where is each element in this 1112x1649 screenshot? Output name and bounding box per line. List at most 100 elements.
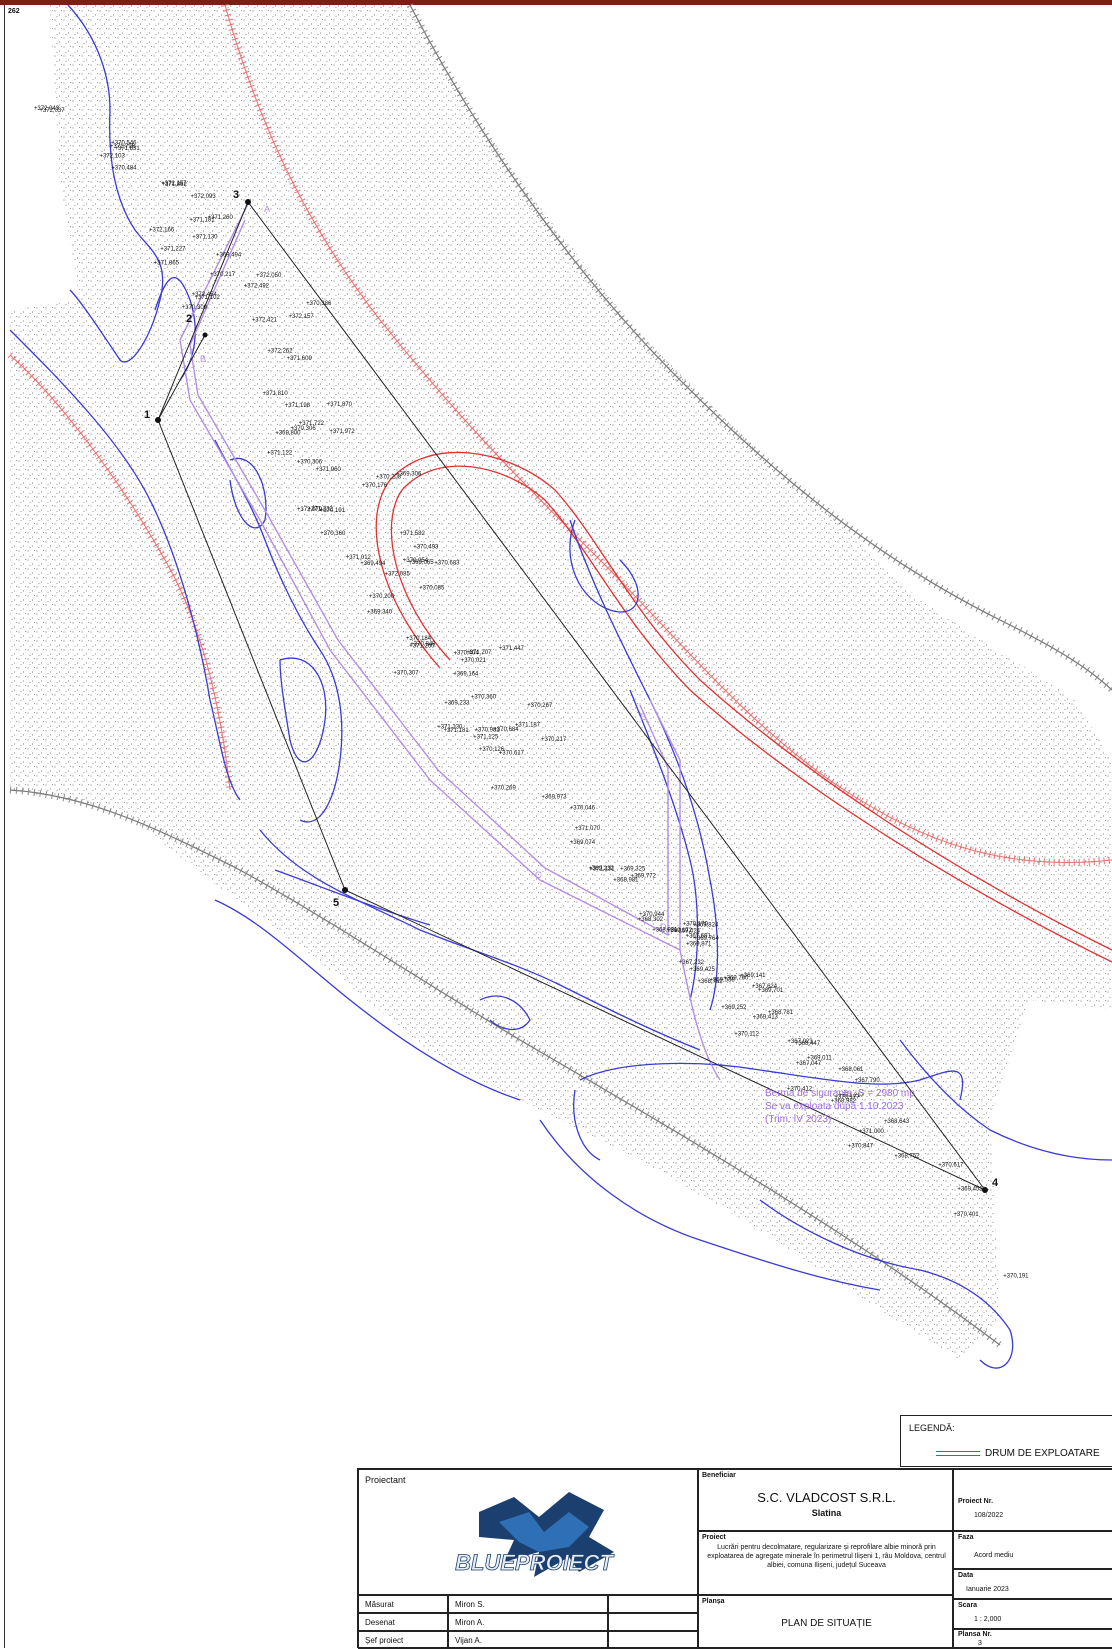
elevation-label: +369,538 xyxy=(710,977,736,983)
beneficiar-cell: Beneficiar S.C. VLADCOST S.R.L. Slatina xyxy=(698,1469,953,1531)
role-label-3: Șef proiect xyxy=(365,1636,404,1645)
elevation-label: +370,126 xyxy=(479,747,505,753)
elevation-label: +371,870 xyxy=(327,402,353,408)
elevation-label: +369,760 xyxy=(723,975,749,981)
red-slope-upper xyxy=(224,4,1112,863)
survey-point-labels: 1 2 3 4 5 xyxy=(144,189,999,1189)
elevation-label: +369,233 xyxy=(444,701,470,707)
elevation-labels: +370,546 +372,043 +371,831 +372,037 +372,157… xyxy=(34,106,1029,1279)
elevation-label: +371,865 xyxy=(154,260,180,266)
elevation-label: +369,141 xyxy=(740,973,766,979)
gravel-area xyxy=(10,5,1112,1360)
elevation-label: +371,582 xyxy=(400,531,426,537)
elevation-label: +370,546 xyxy=(111,141,137,147)
elevation-label: +368,752 xyxy=(894,1154,920,1160)
logo-text: BLUEPROIECT xyxy=(455,1550,614,1575)
elevation-label: +371,125 xyxy=(473,735,499,741)
elevation-label: +370,360 xyxy=(320,531,346,537)
scara-cell: Scara 1 : 2,000 xyxy=(953,1599,1112,1629)
title-block: Proiectant BLUEPROIECT Măsurat Miron S. … xyxy=(357,1468,1112,1649)
survey-points xyxy=(155,199,988,1193)
elevation-label: +370,217 xyxy=(541,737,567,743)
faza-cell: Faza Acord mediu xyxy=(953,1531,1112,1569)
beneficiar-name: S.C. VLADCOST S.R.L. xyxy=(757,1490,896,1505)
elevation-label: +370,200 xyxy=(369,594,395,600)
faza-label: Faza xyxy=(958,1534,974,1541)
elevation-label: +370,085 xyxy=(419,586,445,592)
elevation-label: +371,260 xyxy=(409,643,435,649)
elevation-label: +370,617 xyxy=(938,1162,964,1168)
elevation-label: +372,079 xyxy=(297,507,323,513)
role-name-3: Vijan A. xyxy=(455,1636,482,1645)
elevation-label: +372,166 xyxy=(149,227,175,233)
signature-1 xyxy=(608,1595,698,1613)
annotation-line-3: (Trim. IV 2023) xyxy=(765,1114,831,1125)
elevation-label: +372,157 xyxy=(161,181,187,187)
elevation-label: +370,309 xyxy=(182,305,208,311)
elevation-label: +371,207 xyxy=(466,650,492,656)
elevation-label: +372,043 xyxy=(34,106,60,112)
elevation-label: +372,050 xyxy=(256,273,282,279)
blueproiect-logo: BLUEPROIECT xyxy=(455,1492,615,1577)
legend-title: LEGENDĂ: xyxy=(909,1423,955,1433)
legend: LEGENDĂ: DRUM DE EXPLOATARE xyxy=(900,1415,1112,1467)
plansa-title-label: Planșa xyxy=(702,1598,725,1605)
elevation-label: +369,306 xyxy=(396,472,422,478)
elevation-label: +369,701 xyxy=(758,988,784,994)
elevation-label: +370,191 xyxy=(320,508,346,514)
elevation-label: +370,112 xyxy=(734,1032,759,1038)
elevation-label: +372,262 xyxy=(267,349,293,355)
elevation-label: +370,306 xyxy=(297,460,323,466)
data: Ianuarie 2023 xyxy=(966,1586,1009,1593)
elevation-label: +369,164 xyxy=(453,671,479,677)
elevation-label: +369,871 xyxy=(686,941,712,947)
road-legend-symbol xyxy=(936,1451,980,1457)
projectant-label: Proiectant xyxy=(365,1475,406,1485)
point-label-4: 4 xyxy=(992,1177,999,1189)
sheet-number: 262 xyxy=(8,8,20,15)
role-label-2: Desenat xyxy=(365,1618,395,1627)
elevation-label: +371,130 xyxy=(192,234,218,240)
elevation-label: +368,302 xyxy=(638,917,664,923)
elevation-label: +371,130 xyxy=(437,725,463,731)
elevation-label: +371,447 xyxy=(499,646,525,652)
elevation-label: +368,643 xyxy=(884,1119,910,1125)
elevation-label: +368,982 xyxy=(831,1098,857,1104)
elevation-label: +371,217 xyxy=(839,1093,865,1099)
elevation-label: +370,046 xyxy=(570,805,596,811)
elevation-label: +369,800 xyxy=(275,431,301,437)
elevation-label: +370,493 xyxy=(413,545,439,551)
elevation-label: +367,023 xyxy=(787,1039,813,1045)
red-slope-lower xyxy=(9,354,231,791)
legend-item-road: DRUM DE EXPLOATARE xyxy=(985,1448,1100,1459)
elevation-label: +371,000 xyxy=(859,1129,885,1135)
plansa-nr: 3 xyxy=(978,1640,982,1647)
blue-contours xyxy=(9,4,1112,1369)
elevation-label: +371,012 xyxy=(346,555,372,561)
scara: 1 : 2,000 xyxy=(974,1616,1002,1623)
elevation-label: +371,831 xyxy=(115,146,141,152)
elevation-label: +369,764 xyxy=(694,936,720,942)
elevation-label: +369,340 xyxy=(367,610,393,616)
proiect-label: Proiect xyxy=(702,1534,726,1541)
elevation-label: +370,217 xyxy=(210,272,236,278)
elevation-label: +370,176 xyxy=(362,483,388,489)
elevation-label: +371,796 xyxy=(110,144,136,150)
elevation-label: +372,085 xyxy=(385,571,411,577)
elevation-label: +371,609 xyxy=(287,356,313,362)
elevation-label: +371,722 xyxy=(299,421,325,427)
elevation-label: +371,810 xyxy=(263,391,289,397)
elevation-label: +371,232 xyxy=(308,507,334,513)
elevation-label: +368,981 xyxy=(613,878,639,884)
elevation-label: +369,172 xyxy=(667,928,693,934)
elevation-label: +372,103 xyxy=(100,153,126,159)
faza: Acord mediu xyxy=(974,1552,1014,1559)
signature-3 xyxy=(608,1631,698,1649)
elevation-label: +370,360 xyxy=(471,695,497,701)
elevation-label: +369,494 xyxy=(360,561,386,567)
elevation-label: +370,981 xyxy=(475,728,501,734)
elevation-label: +369,011 xyxy=(807,1056,832,1062)
elevation-label: +371,181 xyxy=(189,217,215,223)
elevation-label: +369,024 xyxy=(675,929,701,935)
